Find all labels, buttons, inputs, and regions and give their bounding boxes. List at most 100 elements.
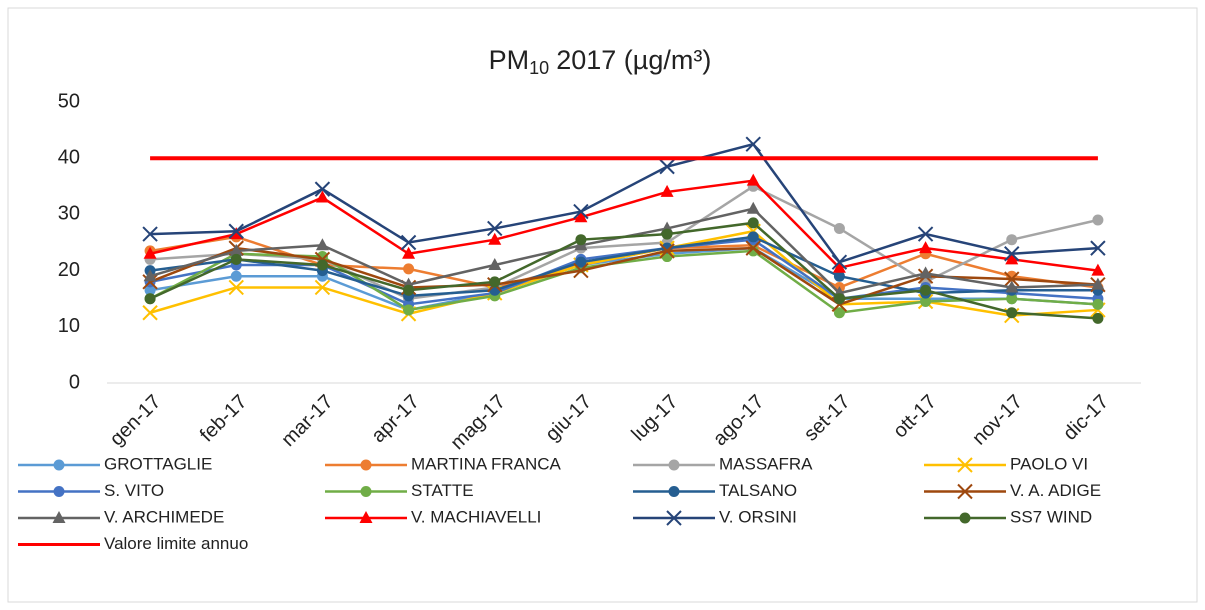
title-subscript: 10 <box>529 58 549 78</box>
point <box>403 284 415 296</box>
point <box>228 279 244 296</box>
legend-label: MARTINA FRANCA <box>411 454 562 473</box>
y-tick-label: 50 <box>58 90 80 112</box>
point <box>745 136 761 152</box>
series-line <box>149 221 1098 320</box>
series <box>144 217 1104 324</box>
point <box>487 220 503 237</box>
point <box>1092 214 1104 226</box>
point <box>1004 246 1020 262</box>
point <box>142 274 158 290</box>
point <box>402 246 416 259</box>
series-line <box>149 229 1098 317</box>
point <box>1005 280 1019 293</box>
point <box>228 223 244 239</box>
point <box>833 307 845 319</box>
point <box>747 231 759 243</box>
series-line <box>149 246 1098 312</box>
point <box>229 243 243 256</box>
y-tick-label: 0 <box>69 371 80 393</box>
point <box>659 158 675 175</box>
point <box>1006 307 1018 319</box>
legend-label: GROTTAGLIE <box>104 454 212 473</box>
point <box>575 234 587 246</box>
point <box>832 260 846 273</box>
point <box>659 243 675 259</box>
legend-label: Valore limite annuo <box>104 534 248 553</box>
point <box>489 276 501 288</box>
point <box>747 217 759 229</box>
point <box>1091 277 1105 290</box>
chart-title: PM10 2017 (µg/m³) <box>489 45 712 78</box>
legend-label: SS7 WIND <box>1010 507 1092 526</box>
point <box>143 269 157 282</box>
chart-border <box>7 7 1198 603</box>
point <box>745 240 761 256</box>
point <box>573 203 589 220</box>
point <box>1092 298 1104 310</box>
legend-marker <box>360 459 372 471</box>
point <box>660 184 674 197</box>
point <box>142 305 158 321</box>
y-tick-label: 10 <box>58 315 80 337</box>
point <box>230 253 242 265</box>
legend-marker <box>53 459 65 471</box>
point <box>229 227 243 240</box>
point <box>144 293 156 305</box>
point <box>1006 293 1018 305</box>
point <box>920 284 932 296</box>
point <box>919 241 933 254</box>
point <box>1091 263 1105 276</box>
y-tick-label: 30 <box>58 203 80 225</box>
legend-marker <box>360 486 372 497</box>
series <box>142 136 1106 270</box>
legend-marker <box>359 511 373 523</box>
legend-marker <box>957 483 973 500</box>
series-line <box>149 235 1098 298</box>
legend-label: V. ORSINI <box>719 507 797 526</box>
point <box>833 270 845 282</box>
legend-label: V. ARCHIMEDE <box>104 507 224 526</box>
legend-marker <box>668 486 680 497</box>
point <box>1092 312 1104 324</box>
point <box>316 259 328 271</box>
point <box>920 296 932 308</box>
legend-marker <box>53 486 65 497</box>
point <box>573 262 589 279</box>
legend-marker <box>668 459 680 471</box>
point <box>403 263 415 275</box>
point <box>143 246 157 259</box>
point <box>746 201 760 214</box>
y-tick-label: 40 <box>58 146 80 168</box>
legend-label: MASSAFRA <box>719 454 813 473</box>
point <box>917 226 934 242</box>
legend-label: PAOLO VI <box>1010 454 1088 473</box>
point <box>574 210 588 223</box>
legend-label: S. VITO <box>104 481 164 500</box>
legend-marker <box>52 511 66 523</box>
title-rest: 2017 (µg/m³) <box>556 45 711 75</box>
legend-label: V. A. ADIGE <box>1010 481 1101 500</box>
legend-label: V. MACHIAVELLI <box>411 507 541 526</box>
point <box>400 234 417 251</box>
point <box>144 284 156 296</box>
series-line <box>149 249 1098 315</box>
point <box>1004 271 1020 287</box>
point <box>833 222 845 234</box>
point <box>1006 234 1018 246</box>
series-line <box>149 179 1099 272</box>
title-main: PM <box>489 45 530 75</box>
legend-marker <box>959 512 971 524</box>
point <box>315 238 329 251</box>
point <box>661 228 673 240</box>
point <box>230 270 242 282</box>
series <box>143 173 1105 276</box>
point <box>833 293 845 305</box>
point <box>142 226 158 242</box>
point <box>488 232 502 245</box>
y-tick-label: 20 <box>58 259 80 281</box>
series-line <box>150 142 1098 264</box>
point <box>314 181 331 197</box>
point <box>746 173 760 186</box>
